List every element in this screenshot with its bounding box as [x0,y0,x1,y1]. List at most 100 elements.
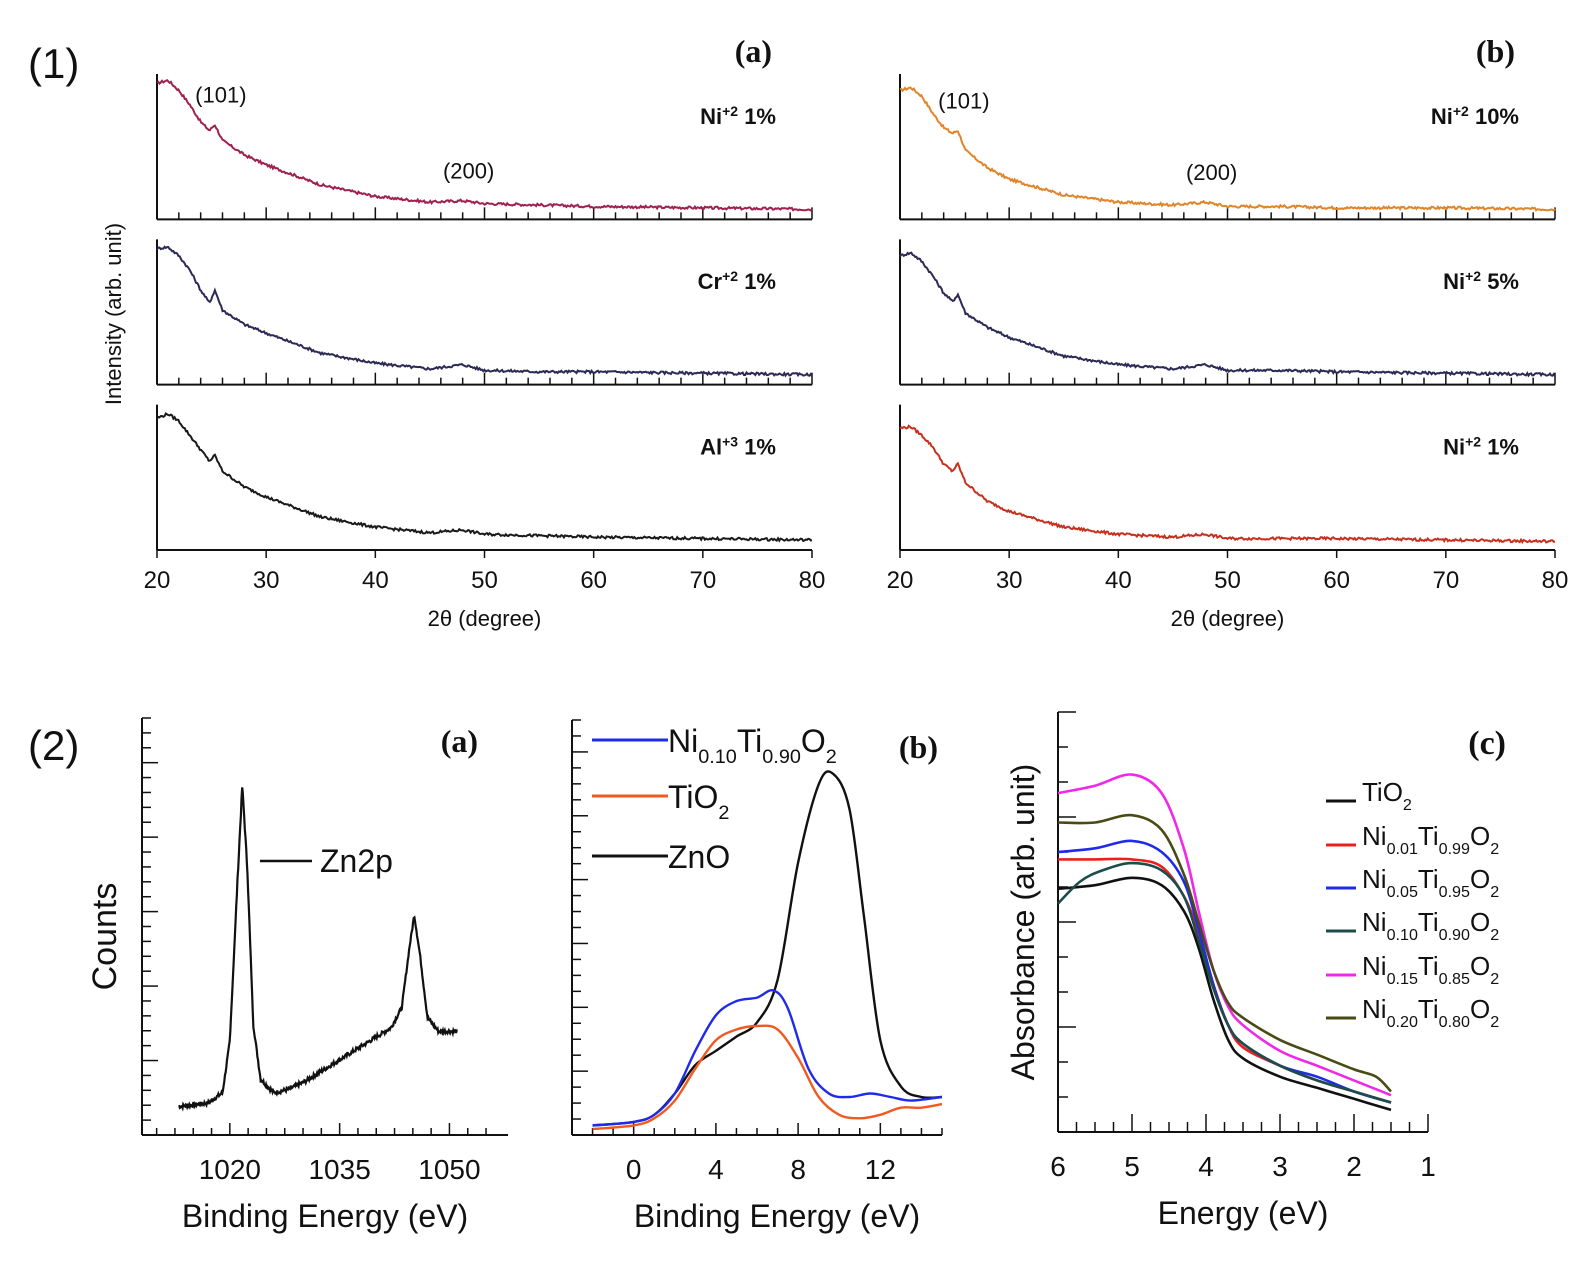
panel-label: (a) [441,723,478,759]
x-tick-label: 50 [471,567,498,594]
series-pct: 1% [738,435,776,460]
series-label: Ni+2 1% [1443,434,1519,460]
text-part: Ti [1418,864,1439,894]
text-part: 0.20 [1387,1013,1418,1031]
chart-1a: Ni+2 1%(101)(200)Cr+2 1%Al+3 1%20 30 40 50 6… [101,33,825,631]
series-ion: Ni [700,104,722,129]
panel-label: (a) [735,33,772,69]
text-part: 2 [1490,883,1499,901]
text-part: Ni [1362,994,1387,1024]
x-axis-label: 2θ (degree) [428,606,542,631]
text-part: 0.05 [1387,883,1418,901]
peak-label: (101) [938,88,989,113]
text-part: 2 [1490,970,1499,988]
series-line [156,245,813,378]
text-part: Ti [1418,951,1439,981]
text-part: 2 [826,746,837,768]
x-tick-label: 1020 [199,1154,261,1185]
series-charge: +2 [1465,434,1481,450]
series-ion: Al [700,435,722,460]
series-line [592,1024,943,1131]
series-line [156,412,813,543]
x-axis-label: Binding Energy (eV) [182,1198,468,1234]
text-part: 0.85 [1439,970,1470,988]
x-tick-label: 60 [1323,567,1350,594]
legend-label: ZnO [668,839,730,875]
series-charge: +2 [722,103,738,119]
x-tick-label: 5 [1124,1151,1140,1182]
x-tick-label: 20 [887,567,914,594]
series-ion: Ni [1443,435,1465,460]
series-pct: 1% [1481,435,1519,460]
series-line [1057,813,1392,1093]
text-part: TiO [1362,777,1403,807]
legend-label: Ni0.10Ti0.90O2 [668,723,837,768]
series-label: Al+3 1% [700,434,776,460]
series-line [178,787,458,1112]
text-part: Ti [1418,907,1439,937]
series-pct: 1% [738,104,776,129]
x-tick-label: 0 [626,1154,642,1185]
text-part: Ti [1418,821,1439,851]
x-tick-label: 4 [1198,1151,1214,1182]
text-part: Ni [1362,951,1387,981]
series-line [1057,876,1392,1112]
text-part: ZnO [668,839,730,875]
text-part: 0.99 [1439,840,1470,858]
text-part: 0.01 [1387,840,1418,858]
chart-2b: 0 4 8 12 Binding Energy (eV) Ni0.10Ti0.90O2 Ti… [571,719,943,1234]
x-tick-label: 1050 [418,1154,480,1185]
series-line [592,770,943,1127]
chart-2a: 1020 1035 1050 Binding Energy (eV) Counts Zn2… [86,717,508,1234]
x-tick-label: 4 [708,1154,724,1185]
x-tick-label: 3 [1272,1151,1288,1182]
text-part: O [1470,864,1490,894]
x-tick-label: 80 [799,567,826,594]
text-part: 2 [1490,926,1499,944]
legend-label: Ni0.15Ti0.85O2 [1362,951,1499,988]
text-part: O [1470,821,1490,851]
legend-label: TiO2 [668,779,729,824]
legend-label: TiO2 [1362,777,1412,814]
series-label: Ni+2 10% [1431,103,1519,129]
series-pct: 10% [1469,104,1519,129]
legend-label: Zn2p [320,843,393,879]
series-charge: +2 [1453,103,1469,119]
x-tick-label: 8 [790,1154,806,1185]
legend-label: Ni0.10Ti0.90O2 [1362,907,1499,944]
x-axis-label: Binding Energy (eV) [634,1198,920,1234]
text-part: 0.15 [1387,970,1418,988]
x-axis-label: Energy (eV) [1158,1195,1329,1231]
text-part: TiO [668,779,718,815]
text-part: O [1470,994,1490,1024]
series-ion: Ni [1443,269,1465,294]
series-pct: 1% [738,269,776,294]
text-part: O [1470,951,1490,981]
text-part: Ti [1418,994,1439,1024]
text-part: 2 [1490,1013,1499,1031]
peak-label: (200) [443,159,494,184]
series-line [899,251,1556,378]
x-tick-label: 12 [865,1154,896,1185]
panel-label: (b) [1476,33,1515,69]
series-label: Ni+2 5% [1443,268,1519,294]
x-axis-label: 2θ (degree) [1171,606,1285,631]
legend-label: Ni0.05Ti0.95O2 [1362,864,1499,901]
text-part: 0.10 [1387,926,1418,944]
series-ion: Ni [1431,104,1453,129]
text-part: O [801,723,826,759]
text-part: Ni [1362,907,1387,937]
panel-label: (b) [899,729,938,765]
text-part: O [1470,907,1490,937]
y-axis-label: Counts [86,883,124,991]
x-tick-label: 30 [253,567,280,594]
text-part: 2 [718,802,729,824]
x-tick-label: 80 [1542,567,1569,594]
x-tick-label: 60 [580,567,607,594]
series-charge: +3 [722,434,738,450]
series-line [156,78,813,212]
chart-2c: 6 5 4 3 2 1 Energy (eV) Absorbance (arb. unit) T… [1005,711,1506,1231]
x-tick-label: 1035 [308,1154,370,1185]
series-line [899,86,1556,212]
text-part: 2 [1403,796,1412,814]
